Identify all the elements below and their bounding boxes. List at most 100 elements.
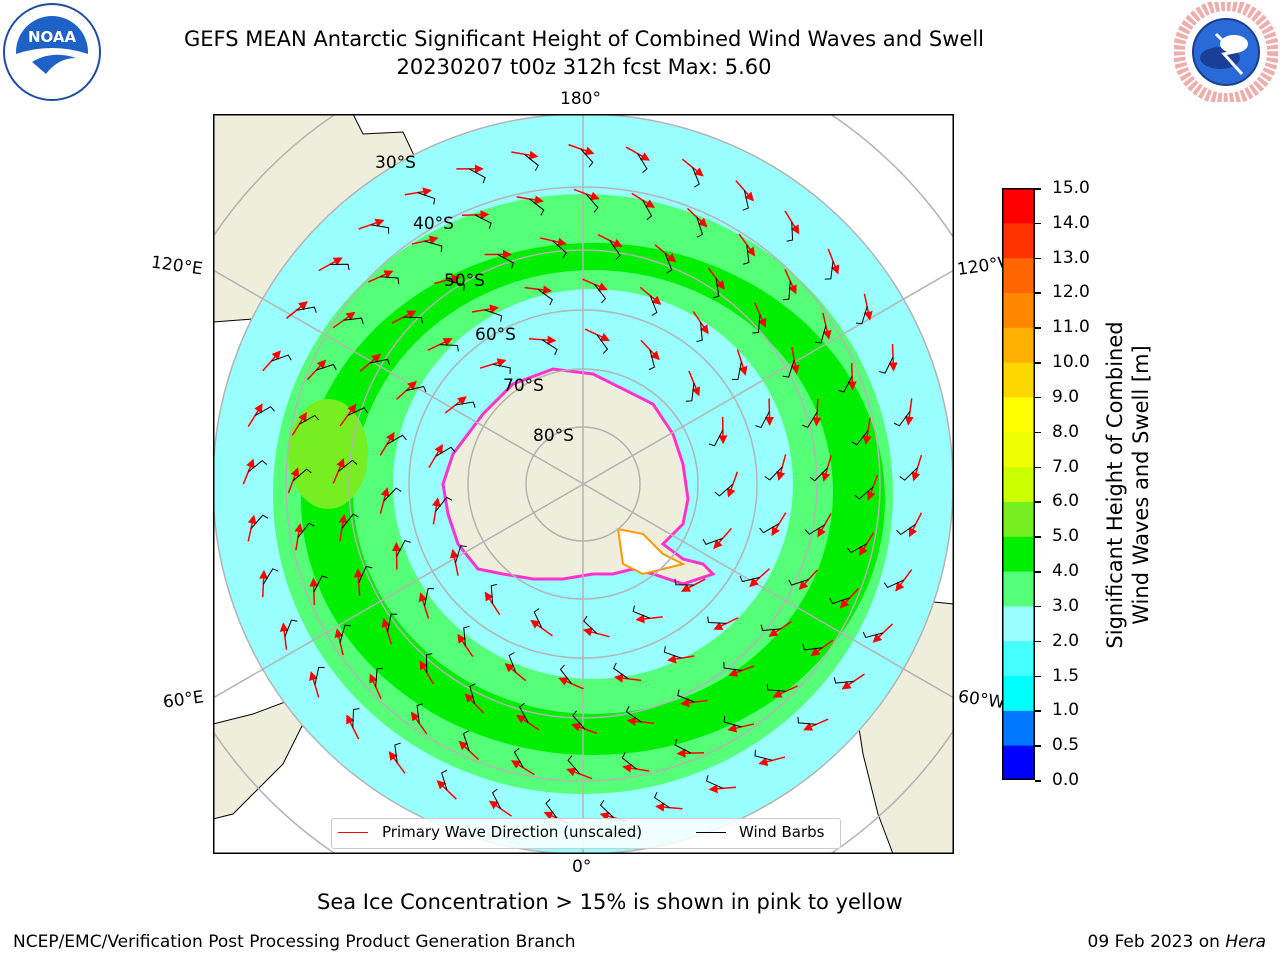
wind-barb [883, 579, 905, 589]
colorbar-tick-label: 1.5 [1052, 665, 1080, 686]
colorbar-tick-label: 1.0 [1052, 700, 1080, 721]
wave-direction-arrow [582, 278, 608, 291]
wind-barb [742, 190, 749, 211]
wind-barb [474, 214, 492, 229]
map-subtitle: 20230207 t00z 312h fcst Max: 5.60 [396, 55, 772, 79]
colorbar-tick-mark [1035, 362, 1041, 364]
wind-barb [585, 193, 599, 213]
sea-ice-note: Sea Ice Concentration > 15% is shown in … [317, 890, 903, 914]
wind-barb [462, 730, 470, 751]
wave-direction-arrow [332, 311, 356, 329]
map-legend: Primary Wave Direction (unscaled) Wind B… [331, 818, 841, 849]
wave-direction-arrow [680, 698, 708, 708]
wind-barb [292, 468, 312, 482]
wind-barb [674, 578, 694, 586]
wind-barb [766, 683, 786, 692]
lon-label-120e: 120°E [149, 252, 204, 280]
lon-label-180: 180° [560, 89, 601, 109]
colorbar-tick-mark [1035, 431, 1041, 434]
footer-producer: NCEP/EMC/Verification Post Processing Pr… [13, 932, 576, 952]
wind-barb [545, 798, 558, 819]
colorbar-tick-label: 12.0 [1052, 282, 1090, 303]
wave-direction-arrow [294, 523, 304, 551]
wind-barb [705, 775, 724, 789]
wind-barb [297, 522, 315, 538]
wind-barb [370, 224, 390, 234]
lat-label-80s: 80°S [533, 426, 574, 446]
wind-barb [712, 278, 720, 299]
wind-barb [455, 401, 476, 408]
colorbar-tick-label: 0.0 [1052, 770, 1080, 790]
wave-direction-arrow [379, 487, 390, 514]
wind-barb [441, 769, 448, 791]
wind-barb [567, 755, 581, 775]
wind-barb [613, 662, 629, 680]
colorbar-tick-label: 3.0 [1052, 595, 1080, 616]
wind-barb [801, 411, 818, 428]
wind-barb [341, 513, 359, 529]
wind-barb [425, 653, 433, 673]
colorbar-swatch [1002, 675, 1035, 711]
wind-barb [435, 496, 453, 512]
wave-direction-arrow [686, 207, 708, 228]
wind-barb [490, 583, 498, 604]
wind-barb [743, 244, 750, 265]
wind-barb [529, 198, 545, 216]
colorbar-swatch [1002, 396, 1035, 433]
wind-barb [653, 791, 670, 809]
wind-barb [358, 565, 373, 583]
wind-barb [296, 306, 317, 313]
wind-barb [759, 523, 780, 534]
wind-barb [879, 356, 894, 374]
colorbar-swatch [1002, 327, 1035, 363]
colorbar-tick-mark [1035, 536, 1041, 538]
wave-direction-arrow [758, 756, 786, 767]
wind-barb [403, 316, 423, 324]
colorbar-tick-mark [1035, 605, 1041, 608]
wind-barb [846, 543, 868, 554]
wind-barb [247, 459, 268, 473]
colorbar-tick-label: 11.0 [1052, 317, 1090, 338]
wind-barb [754, 749, 773, 761]
colorbar-tick-mark [1035, 188, 1041, 190]
wind-barb [262, 568, 279, 585]
wind-barb [375, 667, 384, 687]
wind-barb [809, 467, 828, 482]
wind-barb [596, 334, 609, 354]
wind-barb [254, 406, 275, 417]
wind-barb [714, 483, 734, 497]
wind-barb [663, 646, 682, 659]
wave-direction-arrow [247, 514, 257, 542]
colorbar-swatch [1002, 745, 1035, 780]
wind-barb [788, 578, 809, 586]
colorbar-tick-mark [1035, 640, 1041, 643]
wind-barb [533, 608, 543, 629]
wind-barb [387, 613, 398, 632]
wind-barb [782, 281, 791, 301]
wind-barb [343, 317, 364, 324]
wind-barb [899, 467, 918, 481]
wind-barb [424, 587, 435, 607]
wind-barb [469, 168, 486, 184]
lat-label-40s: 40°S [413, 214, 454, 234]
colorbar-tick-label: 7.0 [1052, 456, 1080, 477]
wind-barb [284, 619, 298, 637]
wind-barb [369, 358, 391, 366]
colorbar-swatch [1002, 466, 1035, 502]
wave-direction-arrow [539, 237, 567, 247]
wind-barb [625, 706, 642, 723]
wind-barb [696, 217, 704, 238]
colorbar-swatch [1002, 501, 1035, 537]
wind-barb [416, 703, 423, 724]
wind-barb [708, 429, 724, 447]
wind-barb [380, 276, 400, 285]
lat-label-60s: 60°S [475, 325, 516, 345]
wind-barb [271, 354, 292, 362]
wave-direction-arrow [449, 548, 459, 576]
wind-barb [804, 524, 825, 535]
wave-direction-arrow [640, 339, 660, 361]
colorbar-tick-mark [1035, 257, 1041, 260]
wave-direction-arrow [516, 195, 544, 205]
wave-direction-arrow [863, 293, 873, 321]
wind-barb [731, 361, 742, 381]
